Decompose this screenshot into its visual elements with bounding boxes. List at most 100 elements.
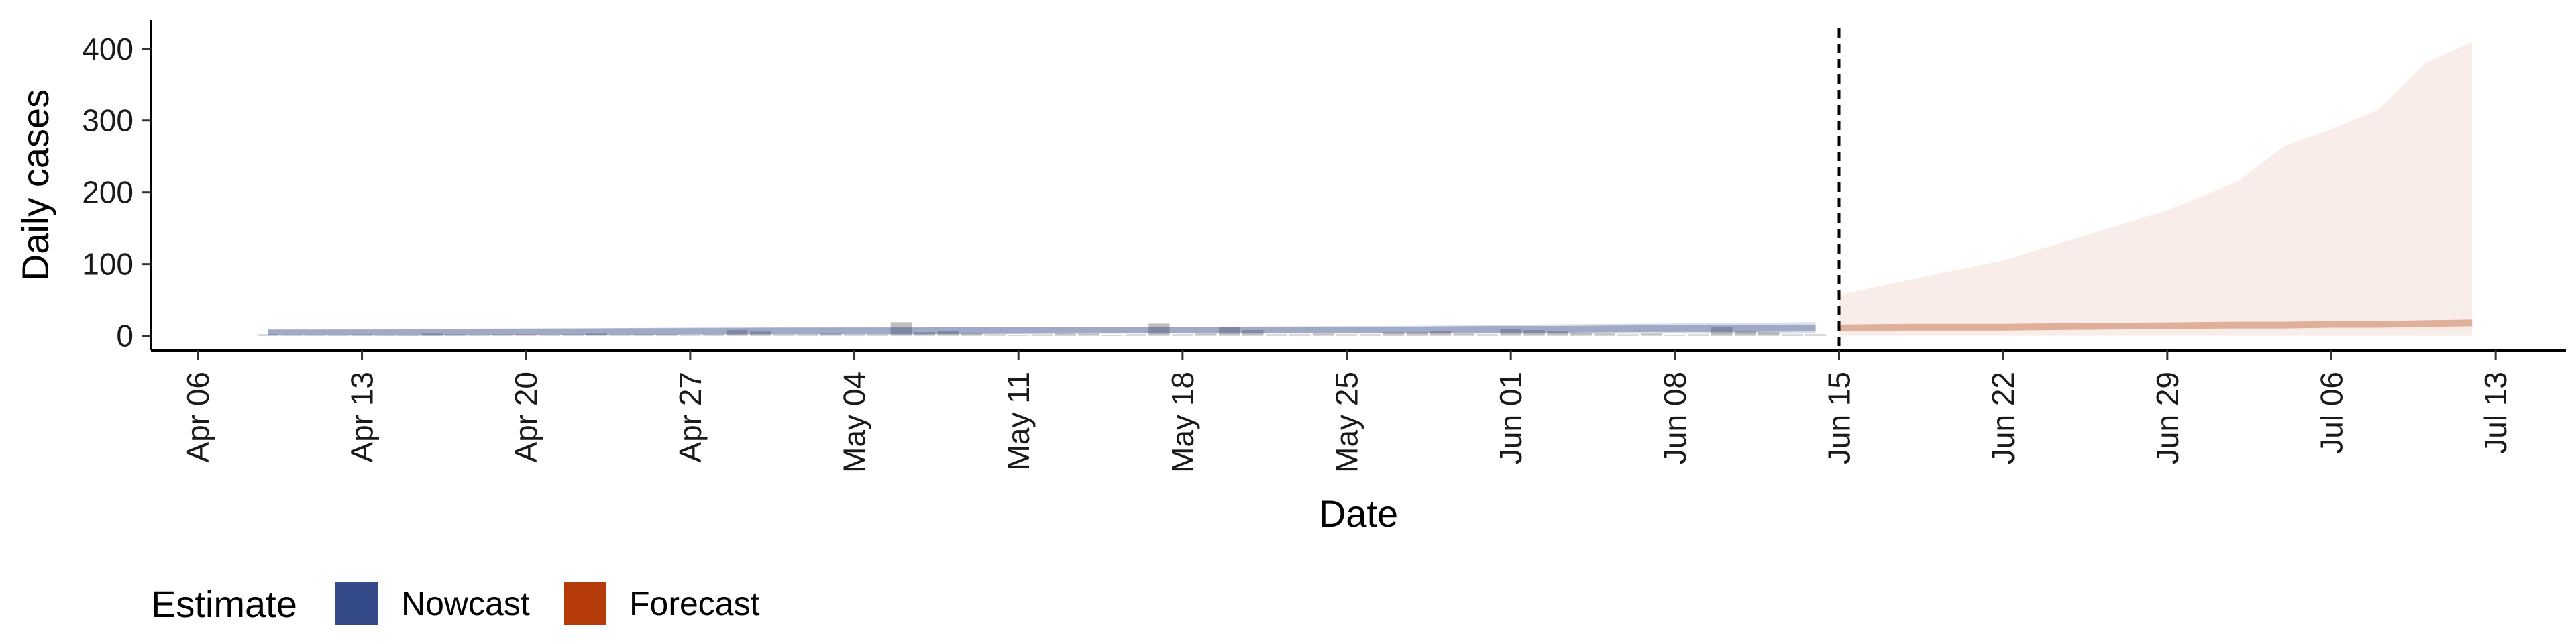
observed-bar (1477, 334, 1498, 336)
x-tick-label: Jul 06 (2314, 372, 2349, 454)
legend-swatch-nowcast (335, 582, 378, 625)
x-tick-label: Apr 20 (508, 372, 543, 463)
x-tick-label: Jul 13 (2478, 372, 2513, 454)
forecast-band (1839, 42, 2473, 336)
observed-cases-bars (258, 322, 1827, 336)
observed-bar (1453, 333, 1475, 336)
observed-bar (1500, 329, 1521, 336)
x-tick-label: Jun 22 (1986, 372, 2021, 464)
observed-bar (515, 334, 537, 336)
forecast-median-line (1839, 319, 2473, 331)
observed-bar (1430, 331, 1452, 336)
observed-bar (280, 335, 303, 336)
y-tick-label: 100 (82, 247, 133, 282)
observed-bar (1664, 335, 1686, 336)
observed-bar (890, 322, 912, 336)
observed-bar (398, 335, 420, 336)
observed-bar (867, 334, 889, 336)
observed-bar (1758, 332, 1780, 336)
observed-bar (984, 334, 1006, 336)
legend: Estimate Nowcast Forecast (151, 582, 760, 625)
x-tick-label: Apr 06 (180, 372, 215, 463)
observed-bar (796, 334, 818, 336)
observed-bar (1078, 333, 1099, 336)
nowcast-band (268, 322, 1816, 336)
observed-bar (1242, 330, 1264, 336)
observed-bar (421, 333, 443, 336)
observed-bar (1359, 334, 1381, 336)
observed-bar (1336, 334, 1358, 336)
y-tick-label: 0 (116, 319, 133, 354)
x-tick-label: Apr 27 (673, 372, 708, 463)
observed-bar (1711, 327, 1733, 336)
legend-swatch-forecast (564, 582, 606, 625)
observed-bar (914, 332, 936, 336)
observed-bar (1148, 323, 1170, 336)
observed-bar (961, 333, 983, 336)
observed-bar (1781, 334, 1803, 336)
observed-bar (843, 334, 865, 336)
observed-bar (539, 335, 560, 336)
y-ticks: 0 100 200 300 400 (82, 32, 151, 354)
observed-bar (1008, 335, 1029, 336)
x-tick-label: May 18 (1165, 372, 1200, 473)
observed-bar (633, 334, 654, 336)
observed-bar (937, 331, 959, 336)
x-tick-label: Jun 08 (1658, 372, 1693, 464)
observed-bar (445, 334, 467, 336)
observed-bar (1312, 333, 1334, 336)
observed-bar (327, 335, 350, 336)
observed-bar (820, 333, 842, 336)
x-axis-title: Date (1319, 492, 1398, 535)
y-tick-label: 200 (82, 175, 133, 210)
observed-bar (1406, 332, 1428, 336)
observed-bar (468, 335, 490, 336)
estimate-bands (268, 42, 2473, 336)
observed-bar (1547, 331, 1568, 336)
x-tick-label: Jun 01 (1493, 372, 1528, 464)
observed-bar (1617, 334, 1639, 336)
observed-bar (609, 335, 631, 336)
x-tick-label: May 04 (837, 372, 872, 473)
observed-bar (1125, 334, 1146, 336)
observed-bar (1805, 334, 1827, 336)
observed-bar (1102, 335, 1123, 336)
observed-bar (1055, 333, 1076, 336)
observed-bar (1289, 334, 1311, 336)
observed-bar (1734, 331, 1756, 336)
observed-bar (351, 334, 373, 336)
observed-bar (1265, 334, 1287, 336)
x-tick-label: Apr 13 (345, 372, 380, 463)
observed-bar (750, 331, 771, 336)
axes (150, 20, 2566, 352)
observed-bar (562, 334, 584, 336)
observed-bar (1594, 333, 1615, 336)
legend-label-nowcast: Nowcast (401, 585, 530, 623)
observed-bar (586, 333, 607, 336)
x-tick-label: May 25 (1330, 372, 1364, 473)
legend-title: Estimate (151, 583, 297, 625)
observed-bar (1523, 330, 1545, 336)
observed-bar (1688, 334, 1709, 336)
x-tick-label: Jun 29 (2150, 372, 2185, 464)
x-tick-label: Jun 15 (1822, 372, 1857, 464)
x-ticks: Apr 06 Apr 13 Apr 20 Apr 27 May 04 May 11 May … (180, 350, 2513, 473)
y-axis-title: Daily cases (14, 89, 56, 281)
observed-bar (656, 334, 678, 336)
observed-bar (1172, 334, 1193, 336)
observed-bar (1641, 333, 1662, 336)
observed-bar (304, 335, 326, 336)
observed-bar (1195, 333, 1217, 336)
observed-bar (773, 334, 795, 336)
x-tick-label: May 11 (1001, 372, 1036, 470)
observed-bar (1383, 332, 1405, 336)
observed-bar (1570, 333, 1592, 336)
observed-bar (703, 334, 724, 336)
observed-bar (374, 335, 396, 336)
legend-label-forecast: Forecast (629, 585, 760, 623)
y-tick-label: 400 (82, 32, 133, 66)
y-tick-label: 300 (82, 103, 133, 138)
observed-bar (680, 335, 701, 336)
observed-bar (1219, 327, 1240, 336)
